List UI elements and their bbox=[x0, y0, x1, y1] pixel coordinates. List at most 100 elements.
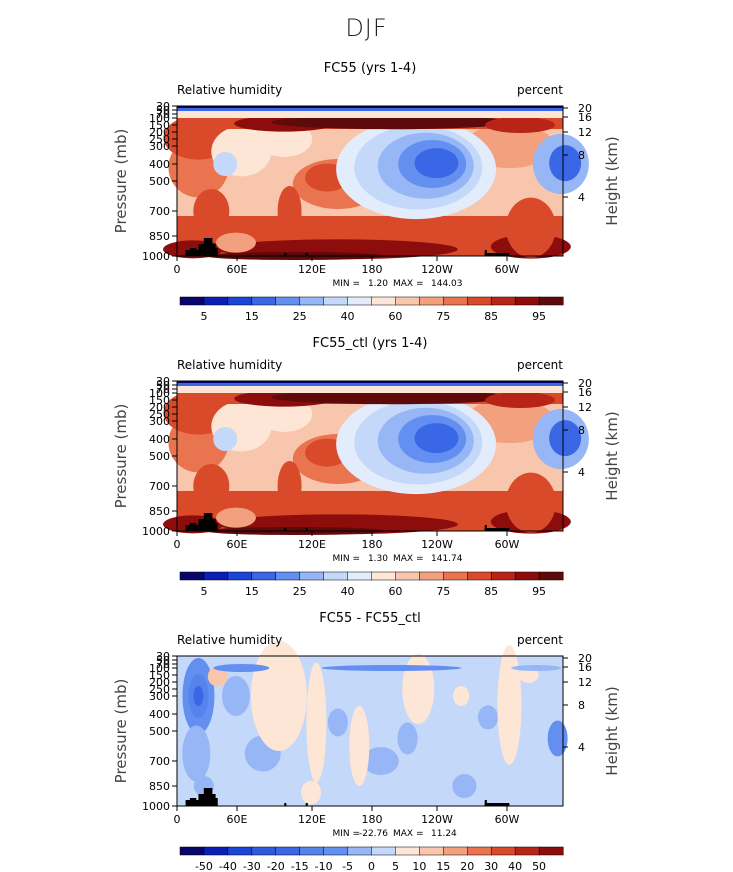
colorbar-swatch bbox=[227, 846, 253, 856]
contour-region bbox=[452, 774, 477, 798]
longitude-tick-label: 0 bbox=[174, 813, 181, 826]
colorbar-label: -40 bbox=[219, 860, 237, 872]
pressure-tick-label: 250 bbox=[149, 683, 170, 696]
colorbar-swatch bbox=[227, 571, 253, 581]
contour-region bbox=[193, 464, 230, 508]
pressure-tick-label: 70 bbox=[156, 383, 170, 396]
pressure-tick-label: 500 bbox=[149, 175, 170, 188]
pressure-tick-label: 150 bbox=[149, 119, 170, 132]
pressure-tick-label: 300 bbox=[149, 415, 170, 428]
contour-region bbox=[549, 145, 582, 182]
stratosphere-top-band bbox=[177, 381, 563, 383]
height-tick-label: 16 bbox=[578, 386, 592, 399]
colorbar-swatch bbox=[299, 296, 325, 306]
colorbar-swatch bbox=[179, 846, 205, 856]
pressure-tick-label: 400 bbox=[149, 158, 170, 171]
pressure-tick-label: 1000 bbox=[142, 800, 170, 813]
longitude-tick-label: 120W bbox=[421, 813, 453, 826]
colorbar-label: 5 bbox=[392, 860, 399, 872]
contour-region bbox=[271, 390, 512, 405]
longitude-tick-label: 120W bbox=[421, 538, 453, 551]
colorbar-label: 25 bbox=[293, 310, 307, 323]
longitude-tick-label: 120W bbox=[421, 263, 453, 276]
longitude-tick-label: 60E bbox=[227, 813, 248, 826]
colorbar-label: -50 bbox=[195, 860, 213, 872]
colorbar-swatch bbox=[395, 846, 420, 856]
longitude-tick-label: 60W bbox=[495, 813, 520, 826]
height-tick-label: 12 bbox=[578, 676, 592, 689]
colorbar-label: 10 bbox=[412, 860, 426, 872]
pressure-tick-label: 50 bbox=[156, 654, 170, 667]
colorbar-label: -10 bbox=[315, 860, 333, 872]
pressure-tick-label: 1000 bbox=[142, 250, 170, 263]
longitude-tick-label: 120E bbox=[298, 813, 326, 826]
colorbar-label: 85 bbox=[484, 585, 498, 598]
colorbar-swatch bbox=[538, 296, 564, 306]
colorbar-swatch bbox=[538, 846, 564, 856]
contour-region bbox=[221, 676, 250, 716]
pressure-tick-label: 250 bbox=[149, 133, 170, 146]
colorbar-swatch bbox=[347, 571, 373, 581]
colorbar-swatch bbox=[371, 846, 396, 856]
contour-region bbox=[213, 664, 270, 672]
pressure-tick-label: 500 bbox=[149, 450, 170, 463]
colorbar-swatch bbox=[419, 846, 444, 856]
colorbar-label: 15 bbox=[245, 585, 259, 598]
colorbar-label: 95 bbox=[532, 310, 546, 323]
pressure-tick-label: 300 bbox=[149, 690, 170, 703]
height-tick-label: 16 bbox=[578, 661, 592, 674]
lower-stratosphere-band bbox=[177, 110, 563, 118]
contour-region bbox=[193, 189, 230, 233]
colorbar-swatch bbox=[371, 296, 396, 306]
contour-region bbox=[193, 686, 204, 706]
colorbar-label: 15 bbox=[436, 860, 450, 872]
pressure-tick-label: 100 bbox=[149, 662, 170, 675]
contour-region bbox=[402, 654, 435, 724]
colorbar-swatch bbox=[323, 571, 349, 581]
longitude-tick-label: 180 bbox=[362, 813, 383, 826]
colorbar-swatch bbox=[443, 571, 468, 581]
colorbar-label: 15 bbox=[245, 310, 259, 323]
colorbar-swatch bbox=[490, 846, 516, 856]
contour-region bbox=[485, 392, 556, 408]
contour-region bbox=[182, 725, 211, 782]
colorbar-swatch bbox=[467, 571, 492, 581]
pressure-tick-label: 30 bbox=[156, 100, 170, 113]
pressure-tick-label: 200 bbox=[149, 676, 170, 689]
colorbar-swatch bbox=[179, 296, 205, 306]
colorbar-label: 5 bbox=[200, 585, 207, 598]
contour-region bbox=[505, 197, 556, 258]
topography-mask bbox=[203, 513, 213, 531]
pressure-tick-label: 150 bbox=[149, 394, 170, 407]
height-tick-label: 12 bbox=[578, 401, 592, 414]
variable-label: Relative humidity bbox=[177, 83, 282, 97]
height-axis-label: Height (km) bbox=[603, 411, 621, 500]
topography-mask bbox=[484, 253, 510, 256]
contour-region bbox=[277, 461, 302, 511]
pressure-tick-label: 50 bbox=[156, 104, 170, 117]
colorbar-label: 25 bbox=[293, 585, 307, 598]
rh-panel-2: 3050701001502002503004005007008501000201… bbox=[112, 336, 621, 598]
contour-region bbox=[547, 720, 568, 757]
contour-region bbox=[213, 152, 238, 176]
height-tick-label: 20 bbox=[578, 652, 592, 665]
stats-min-value: -22.76 bbox=[359, 829, 388, 839]
colorbar-swatch bbox=[323, 296, 349, 306]
pressure-tick-label: 100 bbox=[149, 112, 170, 125]
stats-max-label: MAX = bbox=[393, 279, 424, 289]
pressure-tick-label: 200 bbox=[149, 401, 170, 414]
season-title: DJF bbox=[345, 14, 388, 42]
pressure-tick-label: 30 bbox=[156, 650, 170, 663]
contour-region bbox=[453, 686, 470, 706]
contour-region bbox=[549, 420, 582, 457]
height-axis-label: Height (km) bbox=[603, 686, 621, 775]
colorbar-swatch bbox=[299, 846, 325, 856]
height-tick-label: 4 bbox=[578, 191, 585, 204]
pressure-tick-label: 400 bbox=[149, 433, 170, 446]
colorbar-swatch bbox=[419, 296, 444, 306]
stratosphere-band bbox=[177, 108, 563, 111]
variable-label: Relative humidity bbox=[177, 358, 282, 372]
colorbar-swatch bbox=[203, 571, 229, 581]
stats-max-value: 11.24 bbox=[431, 829, 457, 839]
height-tick-label: 8 bbox=[578, 699, 585, 712]
